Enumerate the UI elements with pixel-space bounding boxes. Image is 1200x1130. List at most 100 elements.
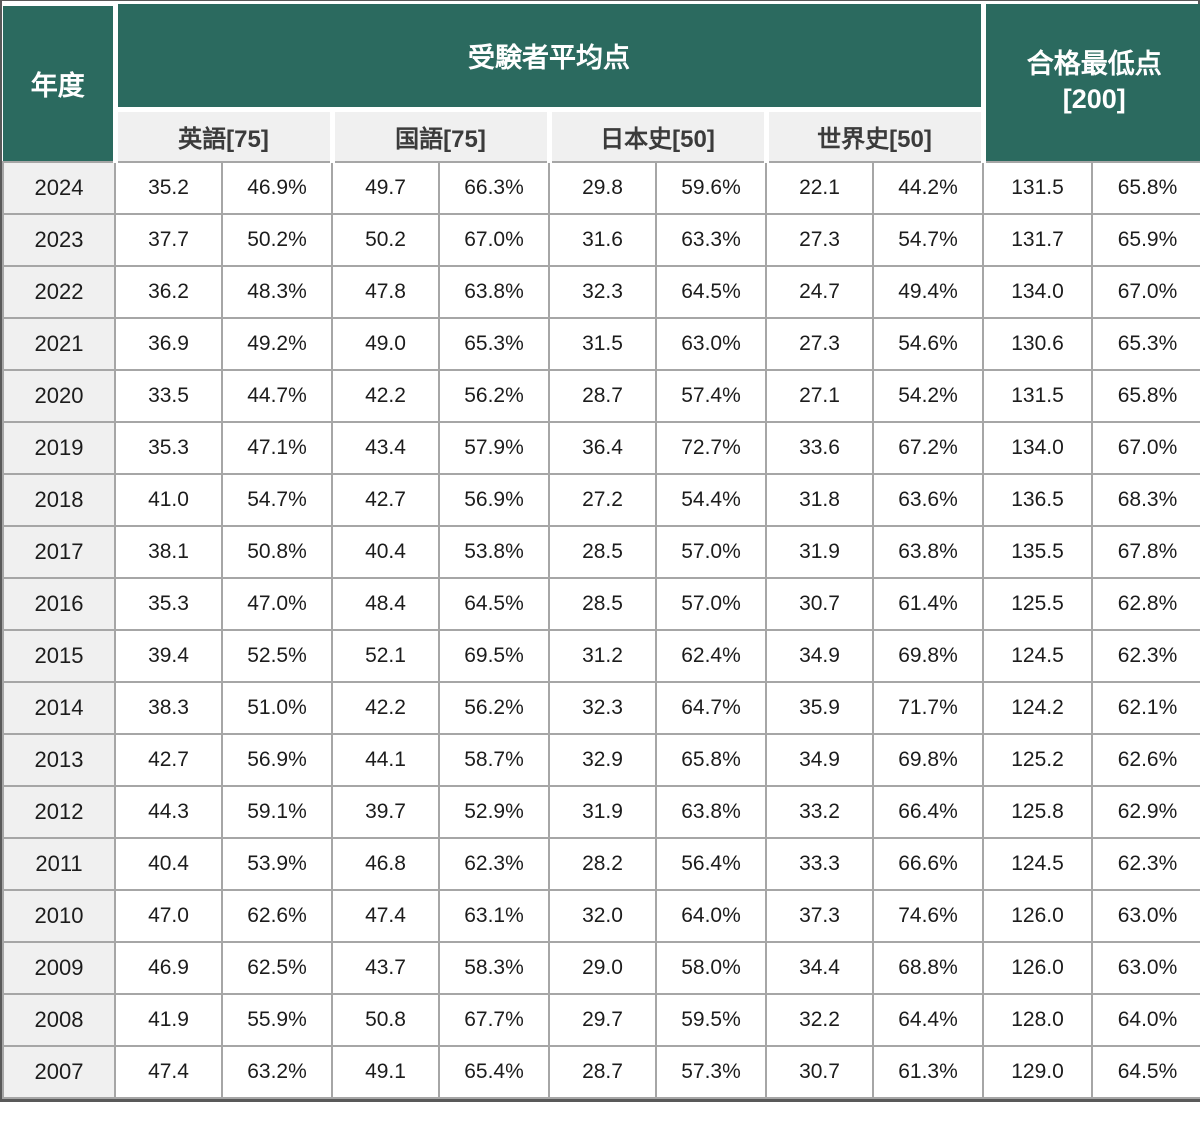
score-cell: 28.7 <box>548 1044 657 1099</box>
percent-cell: 64.5% <box>655 264 767 319</box>
percent-cell: 51.0% <box>221 680 333 735</box>
year-cell: 2022 <box>2 264 116 319</box>
score-cell: 32.3 <box>548 680 657 735</box>
score-cell: 41.0 <box>114 472 223 527</box>
score-cell: 33.6 <box>765 420 874 475</box>
year-cell: 2008 <box>2 992 116 1047</box>
percent-cell: 64.4% <box>872 992 984 1047</box>
score-cell: 37.7 <box>114 212 223 267</box>
year-cell: 2018 <box>2 472 116 527</box>
score-cell: 35.9 <box>765 680 874 735</box>
percent-cell: 59.1% <box>221 784 333 839</box>
score-cell: 34.4 <box>765 940 874 995</box>
percent-cell: 61.3% <box>872 1044 984 1099</box>
score-cell: 48.4 <box>331 576 440 631</box>
year-cell: 2011 <box>2 836 116 891</box>
score-cell: 30.7 <box>765 576 874 631</box>
score-cell: 28.2 <box>548 836 657 891</box>
score-cell: 35.3 <box>114 576 223 631</box>
score-cell: 131.5 <box>982 160 1093 215</box>
percent-cell: 64.0% <box>655 888 767 943</box>
percent-cell: 55.9% <box>221 992 333 1047</box>
subject-header-world-history: 世界史[50] <box>763 107 986 163</box>
percent-cell: 54.7% <box>872 212 984 267</box>
percent-cell: 57.0% <box>655 524 767 579</box>
table-row: 2017 38.1 50.8% 40.4 53.8% 28.5 57.0% 31.9 63.8%… <box>2 524 1200 579</box>
score-cell: 27.2 <box>548 472 657 527</box>
subject-header-english: 英語[75] <box>112 107 335 163</box>
percent-cell: 50.8% <box>221 524 333 579</box>
percent-cell: 66.3% <box>438 160 550 215</box>
score-cell: 38.3 <box>114 680 223 735</box>
percent-cell: 62.1% <box>1091 680 1200 735</box>
percent-cell: 59.6% <box>655 160 767 215</box>
score-cell: 40.4 <box>331 524 440 579</box>
table-row: 2021 36.9 49.2% 49.0 65.3% 31.5 63.0% 27.3 54.6%… <box>2 316 1200 371</box>
score-cell: 24.7 <box>765 264 874 319</box>
table-row: 2012 44.3 59.1% 39.7 52.9% 31.9 63.8% 33.2 66.4%… <box>2 784 1200 839</box>
percent-cell: 52.9% <box>438 784 550 839</box>
passing-minimum-header: 合格最低点 [200] <box>980 3 1200 163</box>
percent-cell: 54.4% <box>655 472 767 527</box>
table-row: 2015 39.4 52.5% 52.1 69.5% 31.2 62.4% 34.9 69.8%… <box>2 628 1200 683</box>
percent-cell: 68.8% <box>872 940 984 995</box>
percent-cell: 49.4% <box>872 264 984 319</box>
score-cell: 33.3 <box>765 836 874 891</box>
score-cell: 36.4 <box>548 420 657 475</box>
score-cell: 32.9 <box>548 732 657 787</box>
year-cell: 2024 <box>2 160 116 215</box>
score-cell: 49.0 <box>331 316 440 371</box>
percent-cell: 58.0% <box>655 940 767 995</box>
percent-cell: 58.7% <box>438 732 550 787</box>
subject-header-japanese: 国語[75] <box>329 107 552 163</box>
score-cell: 28.7 <box>548 368 657 423</box>
percent-cell: 72.7% <box>655 420 767 475</box>
table-row: 2020 33.5 44.7% 42.2 56.2% 28.7 57.4% 27.1 54.2%… <box>2 368 1200 423</box>
score-cell: 49.1 <box>331 1044 440 1099</box>
score-cell: 30.7 <box>765 1044 874 1099</box>
percent-cell: 56.4% <box>655 836 767 891</box>
percent-cell: 54.6% <box>872 316 984 371</box>
score-cell: 47.8 <box>331 264 440 319</box>
score-cell: 38.1 <box>114 524 223 579</box>
score-cell: 40.4 <box>114 836 223 891</box>
score-cell: 31.8 <box>765 472 874 527</box>
percent-cell: 62.3% <box>438 836 550 891</box>
score-cell: 35.2 <box>114 160 223 215</box>
percent-cell: 67.0% <box>1091 264 1200 319</box>
percent-cell: 46.9% <box>221 160 333 215</box>
percent-cell: 58.3% <box>438 940 550 995</box>
percent-cell: 56.9% <box>438 472 550 527</box>
percent-cell: 62.9% <box>1091 784 1200 839</box>
percent-cell: 50.2% <box>221 212 333 267</box>
score-cell: 131.5 <box>982 368 1093 423</box>
score-cell: 33.5 <box>114 368 223 423</box>
score-cell: 42.2 <box>331 368 440 423</box>
percent-cell: 67.8% <box>1091 524 1200 579</box>
table-row: 2019 35.3 47.1% 43.4 57.9% 36.4 72.7% 33.6 67.2%… <box>2 420 1200 475</box>
score-cell: 31.9 <box>765 524 874 579</box>
percent-cell: 65.9% <box>1091 212 1200 267</box>
percent-cell: 62.6% <box>1091 732 1200 787</box>
score-cell: 28.5 <box>548 576 657 631</box>
year-cell: 2023 <box>2 212 116 267</box>
percent-cell: 65.8% <box>1091 160 1200 215</box>
percent-cell: 65.8% <box>1091 368 1200 423</box>
percent-cell: 64.5% <box>1091 1044 1200 1099</box>
percent-cell: 69.8% <box>872 732 984 787</box>
score-cell: 37.3 <box>765 888 874 943</box>
percent-cell: 48.3% <box>221 264 333 319</box>
score-cell: 124.5 <box>982 628 1093 683</box>
score-cell: 52.1 <box>331 628 440 683</box>
year-cell: 2016 <box>2 576 116 631</box>
percent-cell: 63.2% <box>221 1044 333 1099</box>
score-cell: 47.4 <box>114 1044 223 1099</box>
percent-cell: 57.3% <box>655 1044 767 1099</box>
percent-cell: 53.9% <box>221 836 333 891</box>
year-column-header: 年度 <box>3 1 118 163</box>
score-cell: 27.3 <box>765 212 874 267</box>
score-cell: 126.0 <box>982 888 1093 943</box>
average-score-group-header: 受験者平均点 <box>112 3 986 112</box>
table-row: 2023 37.7 50.2% 50.2 67.0% 31.6 63.3% 27.3 54.7%… <box>2 212 1200 267</box>
score-cell: 29.7 <box>548 992 657 1047</box>
